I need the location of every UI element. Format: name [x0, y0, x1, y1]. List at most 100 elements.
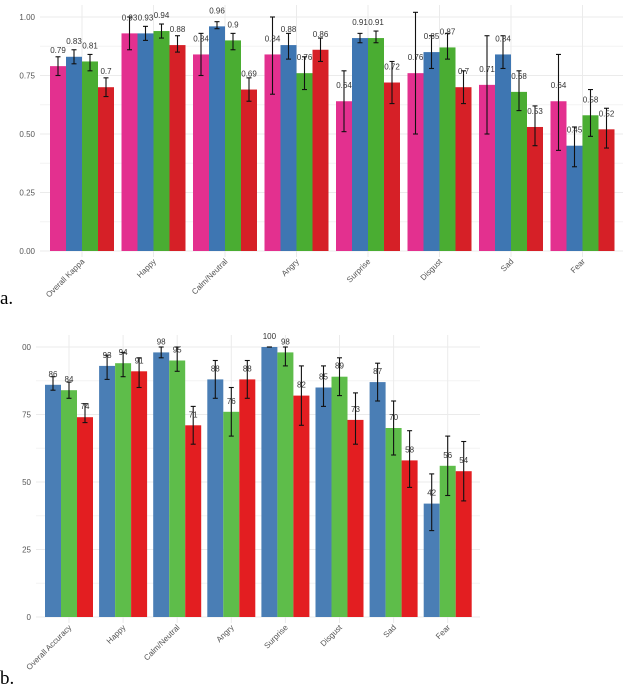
- y-tick-label: 00: [22, 343, 31, 352]
- value-label: 0.93: [122, 13, 138, 22]
- bar: [66, 56, 82, 251]
- value-label: 0.81: [82, 41, 98, 50]
- value-label: 0.58: [583, 95, 599, 104]
- bar: [121, 33, 138, 251]
- value-label: 84: [65, 375, 74, 384]
- y-tick-label: 1.00: [19, 13, 35, 22]
- bar: [185, 425, 202, 617]
- value-label: 95: [173, 346, 182, 355]
- value-label: 0.9: [227, 20, 239, 29]
- bar: [296, 73, 313, 251]
- y-tick-label: 0.75: [19, 72, 35, 81]
- value-label: 87: [373, 367, 382, 376]
- value-label: 56: [443, 451, 452, 460]
- value-label: 91: [135, 356, 144, 365]
- value-label: 0.72: [384, 63, 400, 72]
- value-label: 88: [243, 364, 252, 373]
- bar: [261, 347, 278, 617]
- value-label: 0.79: [50, 46, 66, 55]
- value-label: 0.91: [352, 18, 368, 27]
- y-tick-label: 0.50: [19, 130, 35, 139]
- y-tick-label: 0.25: [19, 189, 35, 198]
- x-tick-label: Fear: [569, 257, 587, 275]
- y-tick-label: 50: [22, 478, 31, 487]
- value-label: 0.84: [193, 34, 209, 43]
- x-tick-label: Happy: [135, 257, 158, 280]
- x-tick-label: Disgust: [419, 257, 445, 283]
- bar: [455, 471, 472, 617]
- x-tick-label: Overall Accuracy: [25, 623, 74, 672]
- value-label: 94: [119, 348, 128, 357]
- bar: [239, 379, 256, 617]
- value-label: 0.76: [408, 53, 424, 62]
- value-label: 71: [189, 410, 198, 419]
- value-label: 0.7: [100, 67, 112, 76]
- x-tick-label: Surprise: [345, 257, 373, 285]
- bar: [331, 376, 348, 617]
- x-tick-label: Fear: [434, 623, 452, 641]
- value-label: 0.7: [458, 67, 470, 76]
- bar: [280, 45, 297, 251]
- x-tick-label: Happy: [105, 623, 128, 646]
- value-label: 0.68: [511, 72, 527, 81]
- bar: [495, 54, 511, 251]
- x-tick-label: Angry: [215, 623, 236, 644]
- bar: [598, 129, 615, 251]
- bar: [98, 87, 114, 251]
- panel-b: 0 25 50 75 00 86 93 98 88 100 85 87 42 84 94 95 76 98 89 70…: [0, 332, 480, 685]
- bar: [99, 365, 116, 617]
- bar: [439, 47, 456, 251]
- value-label: 0.64: [336, 81, 352, 90]
- bar: [207, 379, 224, 617]
- bar: [45, 384, 61, 617]
- y-tick-label: 25: [22, 546, 31, 555]
- bar: [439, 465, 456, 617]
- value-label: 100: [263, 332, 277, 341]
- bar: [193, 54, 209, 251]
- value-label: 58: [405, 445, 414, 454]
- value-label: 0.93: [138, 13, 154, 22]
- value-label: 76: [227, 397, 236, 406]
- y-tick-label: 75: [22, 411, 31, 420]
- value-label: 0.86: [313, 30, 329, 39]
- value-label: 0.53: [527, 107, 543, 116]
- value-label: 85: [319, 373, 328, 382]
- bar: [315, 387, 332, 617]
- bar: [77, 417, 93, 617]
- value-label: 70: [389, 413, 398, 422]
- x-tick-label: Calm/Neutral: [142, 623, 182, 663]
- y-tick-label: 0.00: [19, 247, 35, 256]
- bar: [115, 363, 132, 617]
- bar: [352, 38, 368, 252]
- panel-label: a.: [0, 288, 13, 309]
- bar: [401, 460, 418, 617]
- x-tick-label: Overall Kappa: [44, 257, 87, 300]
- value-label: 0.91: [368, 18, 384, 27]
- value-label: 98: [157, 337, 166, 346]
- x-tick-label: Disgust: [319, 623, 345, 649]
- bar: [347, 419, 364, 617]
- bar: [153, 31, 170, 251]
- bar: [82, 61, 98, 252]
- bar: [293, 395, 310, 617]
- bar: [264, 54, 281, 251]
- bar: [368, 38, 384, 252]
- value-label: 86: [49, 370, 58, 379]
- x-tick-label: Surprise: [262, 623, 290, 651]
- panel-a: 0.00 0.25 0.50 0.75 1.00 0.79 0.93 0.84 0.84 0.64…: [0, 5, 623, 309]
- bar: [407, 73, 424, 251]
- bar: [550, 101, 567, 252]
- bar: [137, 33, 154, 251]
- bar: [223, 411, 240, 617]
- value-label: 42: [427, 489, 436, 498]
- value-label: 93: [103, 351, 112, 360]
- bar: [527, 126, 543, 251]
- x-tick-label: Calm/Neutral: [190, 257, 230, 297]
- value-label: 0.87: [440, 27, 456, 36]
- bar: [336, 101, 352, 252]
- bar: [511, 91, 527, 251]
- bar: [241, 89, 257, 251]
- value-label: 88: [211, 364, 220, 373]
- bar: [423, 503, 440, 617]
- value-label: 0.76: [297, 53, 313, 62]
